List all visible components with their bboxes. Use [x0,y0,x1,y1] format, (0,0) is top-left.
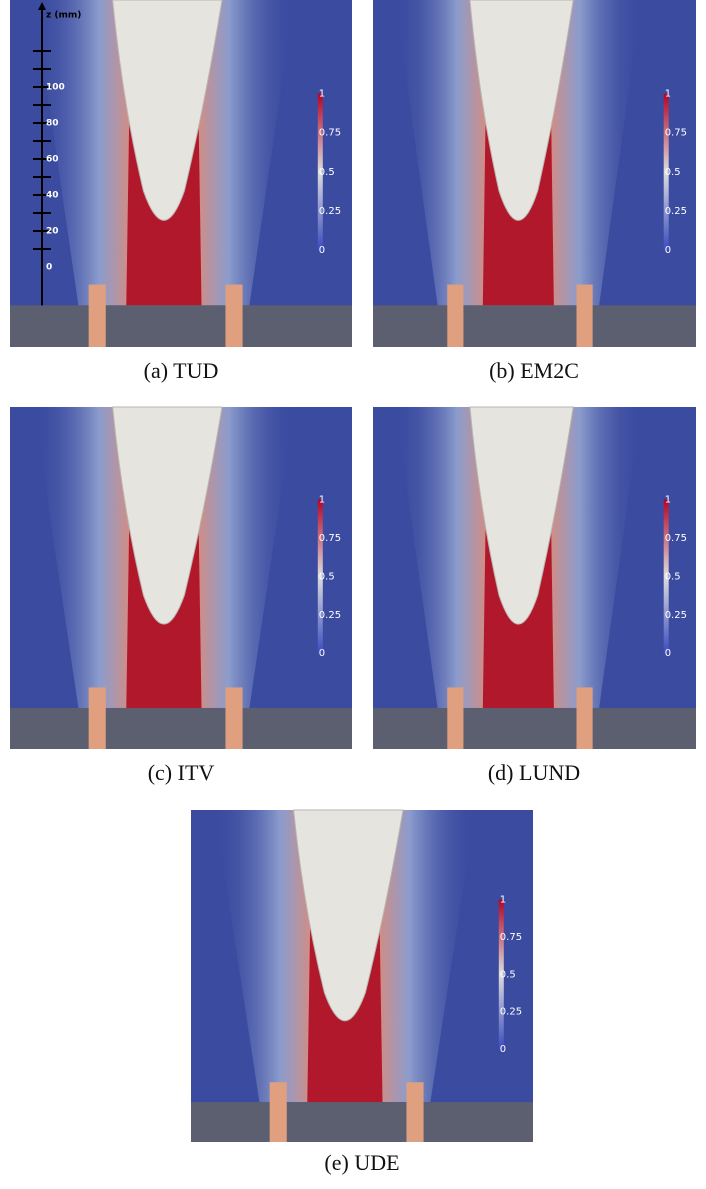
axis-title: z (mm) [46,11,81,21]
caption: (e) UDE [324,1150,399,1175]
nozzle [88,284,106,347]
burner-base [10,305,352,347]
burner-base [373,305,696,347]
flame-surface [469,0,574,221]
caption: (c) ITV [148,760,215,785]
colorbar-label: 1 [500,895,506,906]
colorbar [663,93,669,250]
colorbar [317,93,323,250]
colorbar-label: 0.25 [319,610,341,621]
colorbar-label: 0.75 [665,128,687,139]
colorbar-label: 0.75 [319,128,341,139]
colorbar [498,899,504,1050]
colorbar [663,499,669,654]
colorbar-label: 1 [665,494,671,505]
colorbar-label: 0 [665,245,671,256]
colorbar-label: 0 [500,1044,506,1055]
colorbar [317,499,323,654]
axis-arrow [38,2,46,10]
colorbar-label: 1 [665,89,671,100]
nozzle [447,687,464,749]
colorbar-label: 0.75 [665,533,687,544]
flame-surface [293,809,404,1022]
axis-tick-label: 40 [46,191,59,201]
burner-base [10,707,352,749]
axis-tick-label: 0 [46,263,52,273]
colorbar-label: 0.5 [665,571,681,582]
flame-surface [112,0,223,221]
burner-base [373,707,696,749]
colorbar-label: 0.25 [319,206,341,217]
colorbar-label: 0.25 [665,206,687,217]
colorbar-label: 0 [665,648,671,659]
nozzle [576,687,593,749]
burner-base [191,1102,533,1142]
colorbar-label: 0.25 [500,1007,522,1018]
flame-surface [469,406,574,625]
colorbar-label: 0.5 [665,167,681,178]
nozzle [225,284,243,347]
panel: 1 0.75 0.5 0.25 0 [10,406,352,749]
colorbar-label: 0.5 [319,571,335,582]
colorbar-label: 1 [319,89,325,100]
nozzle [269,1082,287,1142]
nozzle [88,687,106,749]
panel: 1 0.75 0.5 0.25 0 [373,0,696,347]
axis-tick-label: 100 [46,83,65,93]
axis-tick-label: 20 [46,227,59,237]
nozzle [576,284,593,347]
colorbar-label: 0.75 [319,533,341,544]
panel: 1 0.75 0.5 0.25 0 z (mm) 100 80 60 40 20 0 [10,0,352,347]
caption: (d) LUND [488,760,580,785]
colorbar-label: 0.75 [500,932,522,943]
flame-surface [112,406,223,625]
panel: 1 0.75 0.5 0.25 0 [373,406,696,749]
caption: (b) EM2C [489,358,579,383]
colorbar-label: 1 [319,494,325,505]
colorbar-label: 0.5 [500,969,516,980]
panel: 1 0.75 0.5 0.25 0 [191,809,533,1142]
colorbar-label: 0 [319,648,325,659]
colorbar-label: 0.25 [665,610,687,621]
colorbar-label: 0.5 [319,167,335,178]
nozzle [447,284,464,347]
caption: (a) TUD [144,358,219,383]
axis-tick-label: 80 [46,119,59,129]
axis-tick-label: 60 [46,155,59,165]
colorbar-label: 0 [319,245,325,256]
nozzle [225,687,243,749]
nozzle [406,1082,424,1142]
